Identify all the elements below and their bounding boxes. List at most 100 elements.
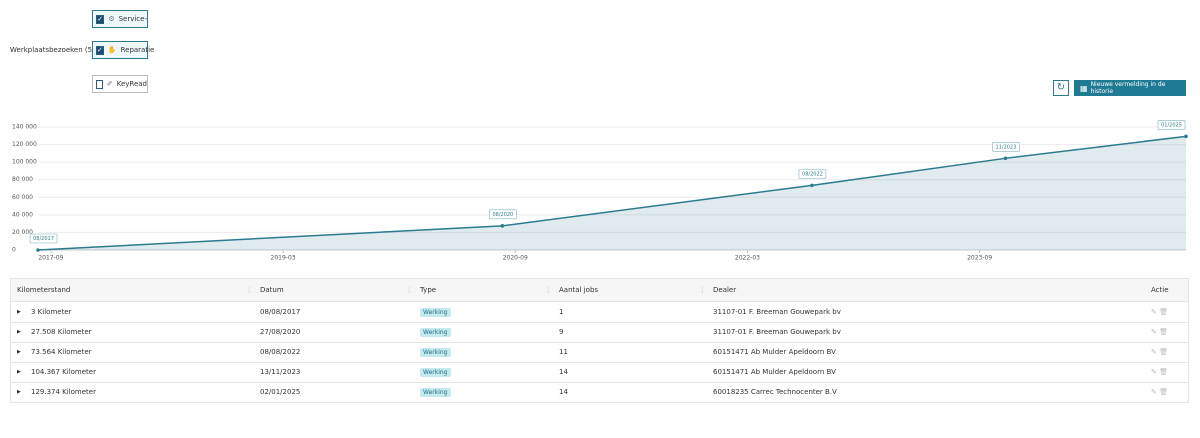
table-cell: 104.367 Kilometer [31, 368, 96, 376]
y-tick-label: 140 000 [12, 124, 37, 131]
table-cell: 73.564 Kilometer [31, 348, 92, 356]
table-row: ▶ 3 Kilometer 08/08/2017 Werking 1 31107-01 F… [10, 302, 1189, 323]
table-row: ▶ 27.508 Kilometer 27/08/2020 Werking 9 31107… [10, 322, 1189, 343]
point [500, 224, 505, 228]
checkbox: ✓ [96, 45, 104, 55]
area [38, 136, 1186, 250]
expand-caret: ▶ [17, 309, 21, 315]
column-header: Datum [260, 286, 284, 294]
table-cell: Werking [420, 322, 451, 342]
row-actions[interactable]: ✎ 🗑 [1151, 328, 1168, 336]
point [1003, 156, 1008, 161]
icon: ⚙ [108, 15, 115, 23]
table-cell: 27.508 Kilometer [31, 328, 92, 336]
column-header: Actie [1151, 286, 1169, 294]
option-label: KeyRead [116, 80, 147, 88]
column-header: Dealer [713, 286, 737, 294]
column-separator: ¦ [547, 286, 550, 294]
type-badge: Werking [420, 368, 451, 377]
table-cell: Werking [420, 362, 451, 382]
checkbox [96, 79, 103, 89]
point-label: 01/2025 [1161, 123, 1182, 129]
point-label-box [992, 142, 1020, 152]
table-cell: 13/11/2023 [260, 368, 301, 376]
y-tick-label: 0 [12, 247, 16, 254]
point-label: 11/2023 [996, 145, 1017, 151]
column-header: Kilometerstand [17, 286, 71, 294]
point-label: 08/2017 [33, 236, 54, 242]
row-actions[interactable]: ✎ 🗑 [1151, 368, 1168, 376]
table-cell: 60151471 Ab Mulder Apeldoorn BV [713, 368, 836, 376]
type-badge: Werking [420, 388, 451, 397]
expand-caret: ▶ [17, 369, 21, 375]
point [1184, 134, 1188, 139]
y-tick-label: 80 000 [12, 176, 33, 183]
option-label: Service- [118, 15, 147, 23]
x-tick-label: 2023-09 [967, 255, 992, 262]
table-header: Kilometerstand Datum ¦ Type ¦ Aantal jobs ¦ Dea… [10, 278, 1189, 302]
column-separator: ¦ [701, 286, 704, 294]
point-label-box [489, 209, 517, 220]
column-separator: ¦ [248, 286, 251, 294]
table-cell: 14 [559, 388, 568, 396]
table-cell: 3 Kilometer [31, 308, 72, 316]
y-tick-label: 120 000 [12, 141, 37, 148]
x-tick-label: 2022-03 [735, 255, 760, 262]
x-tick-label: 2019-03 [271, 255, 296, 262]
expand-caret: ▶ [17, 349, 21, 355]
expand-caret: ▶ [17, 389, 21, 395]
point-label-box [1157, 120, 1186, 130]
y-tick-label: 100 000 [12, 159, 37, 166]
filter-option[interactable]: ✐ KeyRead [92, 75, 148, 93]
point [810, 183, 814, 188]
new-entry-button[interactable]: ▦ Nieuwe vermelding in de historie [1074, 80, 1186, 96]
table-cell: 08/08/2017 [260, 308, 301, 316]
table-cell: 9 [559, 328, 564, 336]
type-badge: Werking [420, 308, 451, 317]
point [36, 248, 40, 252]
filter-label: Werkplaatsbezoeken (5): [10, 46, 98, 54]
table-cell: Werking [420, 382, 451, 402]
table-row: ▶ 129.374 Kilometer 02/01/2025 Werking 14 600… [10, 382, 1189, 403]
table-cell: Werking [420, 302, 451, 322]
icon: ✋ [107, 46, 117, 54]
filter-option[interactable]: ✓ ✋ Reparatie [92, 41, 154, 59]
table-cell: 31107-01 F. Breeman Gouwepark bv [713, 328, 841, 336]
column-header: Aantal jobs [559, 286, 599, 294]
y-tick-label: 40 000 [12, 211, 33, 218]
checkbox: ✓ [96, 14, 105, 24]
table-row: ▶ 104.367 Kilometer 13/11/2023 Werking 14 601… [10, 362, 1189, 383]
column-separator: ¦ [408, 286, 411, 294]
point-label: 08/2020 [492, 212, 513, 218]
point-label-box [798, 169, 827, 179]
point-label-box [29, 233, 58, 244]
chart: 0 20 000 40 000 60 000 80 000 100 000 120 000 1… [12, 120, 1188, 262]
type-badge: Werking [420, 348, 451, 357]
icon: ✐ [106, 80, 113, 88]
table-cell: 08/08/2022 [260, 348, 301, 356]
button-label: Nieuwe vermelding in de historie [1090, 81, 1166, 95]
table-cell: 1 [559, 308, 564, 316]
y-tick-label: 20 000 [12, 229, 33, 236]
row-actions[interactable]: ✎ 🗑 [1151, 388, 1168, 396]
filter-option[interactable]: ✓ ⚙ Service- [92, 10, 148, 28]
table-cell: 60151471 Ab Mulder Apeldoorn BV [713, 348, 836, 356]
type-badge: Werking [420, 328, 451, 337]
point-label: 08/2022 [802, 172, 823, 178]
table-cell: 11 [559, 348, 568, 356]
column-header: Type [420, 286, 437, 294]
table-row: ▶ 73.564 Kilometer 08/08/2022 Werking 11 6015… [10, 342, 1189, 363]
table-cell: 60018235 Carrec Technocenter B.V [713, 388, 837, 396]
refresh-button[interactable]: ↻ [1053, 80, 1069, 96]
table-cell: 02/01/2025 [260, 388, 301, 396]
row-actions[interactable]: ✎ 🗑 [1151, 308, 1168, 316]
option-label: Reparatie [120, 46, 155, 54]
y-tick-label: 60 000 [12, 194, 33, 201]
expand-caret: ▶ [17, 329, 21, 335]
table-cell: 129.374 Kilometer [31, 388, 96, 396]
x-tick-label: 2020-09 [503, 255, 528, 262]
table-cell: Werking [420, 342, 451, 362]
table-cell: 27/08/2020 [260, 328, 301, 336]
row-actions[interactable]: ✎ 🗑 [1151, 348, 1168, 356]
